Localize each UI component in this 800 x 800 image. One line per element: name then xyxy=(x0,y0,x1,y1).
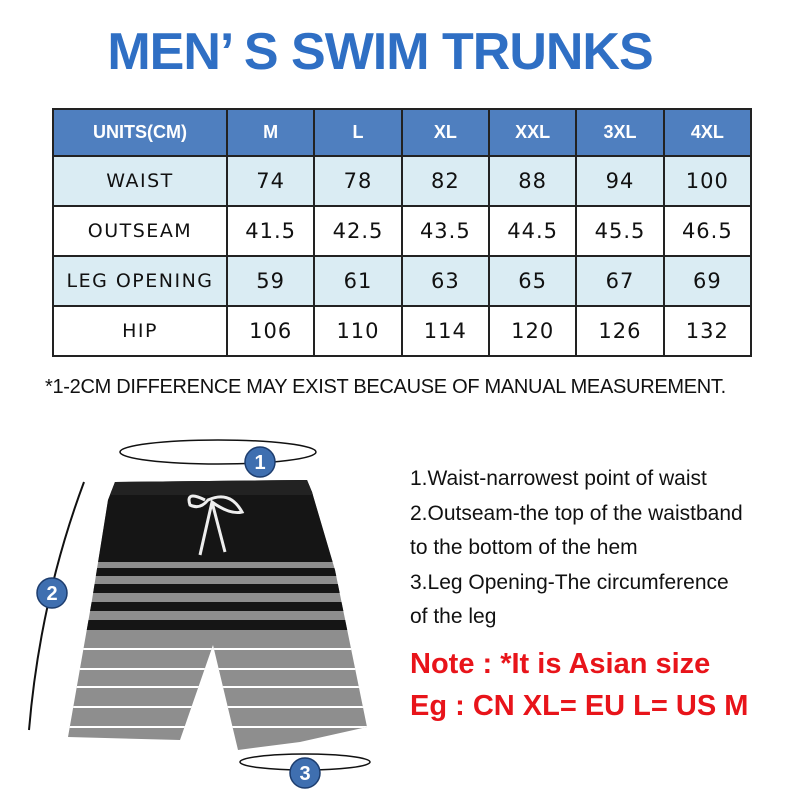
header-cell: XL xyxy=(400,108,490,157)
swim-trunks-image xyxy=(68,480,367,750)
cell: 94 xyxy=(575,155,665,207)
waist-ellipse xyxy=(119,439,317,465)
drawstring xyxy=(187,494,245,556)
row-label: LEG OPENING xyxy=(52,255,228,307)
cell: 126 xyxy=(575,305,665,357)
measurement-disclaimer: *1-2CM DIFFERENCE MAY EXIST BECAUSE OF M… xyxy=(45,376,726,398)
cell: 42.5 xyxy=(313,205,403,257)
cell: 65 xyxy=(487,255,578,307)
size-conversion-example: Eg : CN XL= EU L= US M xyxy=(410,690,749,722)
header-cell: M xyxy=(225,108,316,157)
cell: 41.5 xyxy=(225,205,316,257)
cell: 120 xyxy=(487,305,578,357)
cell: 45.5 xyxy=(575,205,665,257)
cell: 88 xyxy=(487,155,578,207)
header-cell: 3XL xyxy=(575,108,665,157)
header-cell: UNITS(CM) xyxy=(52,108,228,157)
instruction-line: 1.Waist-narrowest point of waist xyxy=(410,467,707,490)
table-row: LEG OPENING 59 61 63 65 67 69 xyxy=(52,255,753,307)
table-row: WAIST 74 78 82 88 94 100 xyxy=(52,155,753,207)
cell: 74 xyxy=(225,155,316,207)
cell: 100 xyxy=(662,155,753,207)
marker-2-label: 2 xyxy=(46,583,57,605)
asian-size-note: Note : *It is Asian size xyxy=(410,648,711,680)
cell: 106 xyxy=(225,305,316,357)
cell: 61 xyxy=(313,255,403,307)
measurement-instructions: 1.Waist-narrowest point of waist 2.Outse… xyxy=(410,462,743,635)
row-label: WAIST xyxy=(52,155,228,207)
cell: 132 xyxy=(662,305,753,357)
cell: 63 xyxy=(400,255,490,307)
cell: 69 xyxy=(662,255,753,307)
size-table: UNITS(CM) M L XL XXL 3XL 4XL WAIST 74 78… xyxy=(52,108,753,357)
cell: 43.5 xyxy=(400,205,490,257)
header-cell: XXL xyxy=(487,108,578,157)
row-label: HIP xyxy=(52,305,228,357)
table-row: HIP 106 110 114 120 126 132 xyxy=(52,305,753,357)
marker-2: 2 xyxy=(36,577,68,609)
marker-1: 1 xyxy=(244,446,276,478)
cell: 67 xyxy=(575,255,665,307)
cell: 114 xyxy=(400,305,490,357)
cell: 59 xyxy=(225,255,316,307)
shorts-diagram: 1 2 3 xyxy=(28,439,371,789)
instruction-line: to the bottom of the hem xyxy=(410,536,638,559)
header-cell: 4XL xyxy=(662,108,753,157)
marker-3-label: 3 xyxy=(299,763,310,785)
cell: 44.5 xyxy=(487,205,578,257)
instruction-line: 2.Outseam-the top of the waistband xyxy=(410,501,743,525)
table-header-row: UNITS(CM) M L XL XXL 3XL 4XL xyxy=(52,108,753,157)
cell: 110 xyxy=(313,305,403,357)
instruction-line: of the leg xyxy=(410,605,497,628)
table-row: OUTSEAM 41.5 42.5 43.5 44.5 45.5 46.5 xyxy=(52,205,753,257)
cell: 46.5 xyxy=(662,205,753,257)
cell: 78 xyxy=(313,155,403,207)
instruction-line: 3.Leg Opening-The circumference xyxy=(410,570,729,594)
page-title: MEN’ S SWIM TRUNKS xyxy=(107,23,653,81)
marker-1-label: 1 xyxy=(254,452,265,474)
marker-3: 3 xyxy=(289,757,321,789)
cell: 82 xyxy=(400,155,490,207)
header-cell: L xyxy=(313,108,403,157)
row-label: OUTSEAM xyxy=(52,205,228,257)
